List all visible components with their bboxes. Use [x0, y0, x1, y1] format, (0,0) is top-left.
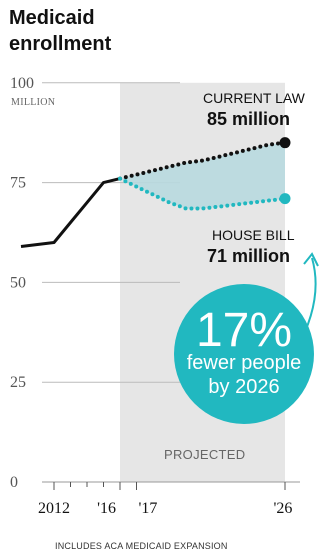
gap-fill	[120, 142, 285, 209]
x-tick-label: '16	[97, 500, 116, 517]
x-axis	[42, 481, 300, 490]
series-house-bill	[118, 176, 287, 211]
y-tick-label: 75	[10, 175, 26, 192]
series-historical	[20, 177, 121, 248]
house-bill-label: HOUSE BILL	[212, 227, 295, 243]
callout-percent: 17%	[196, 304, 292, 357]
y-tick-label: 25	[10, 374, 26, 391]
y-tick-label: 100	[10, 75, 34, 92]
endpoint-house-bill	[279, 193, 291, 205]
x-tick-label: '17	[139, 500, 158, 517]
series-lines	[20, 137, 291, 248]
callout-arrowhead	[303, 252, 319, 267]
x-tick-label: '26	[274, 500, 293, 517]
y-tick-label: 50	[10, 274, 26, 291]
projected-label: PROJECTED	[164, 447, 245, 462]
chart-title-line1: Medicaid	[9, 7, 95, 29]
callout-line1: fewer people	[187, 352, 302, 374]
y-axis-labels: 0 25 50 75 100	[10, 75, 34, 491]
y-tick-label: 0	[10, 474, 18, 491]
current-law-label: CURRENT LAW	[203, 90, 306, 106]
callout-line2: by 2026	[208, 376, 279, 398]
gap-area	[120, 142, 285, 209]
chart-title-line2: enrollment	[9, 33, 112, 55]
x-axis-labels: 2012 '16 '17 '26	[38, 500, 292, 517]
y-unit-label: MILLION	[11, 97, 55, 108]
house-bill-value: 71 million	[207, 246, 290, 266]
footnote: INCLUDES ACA MEDICAID EXPANSION	[55, 541, 228, 551]
endpoint-current-law	[279, 137, 291, 149]
x-tick-label: 2012	[38, 500, 70, 517]
callout-circle	[174, 284, 314, 424]
series-current-law	[118, 140, 287, 181]
current-law-value: 85 million	[207, 109, 290, 129]
